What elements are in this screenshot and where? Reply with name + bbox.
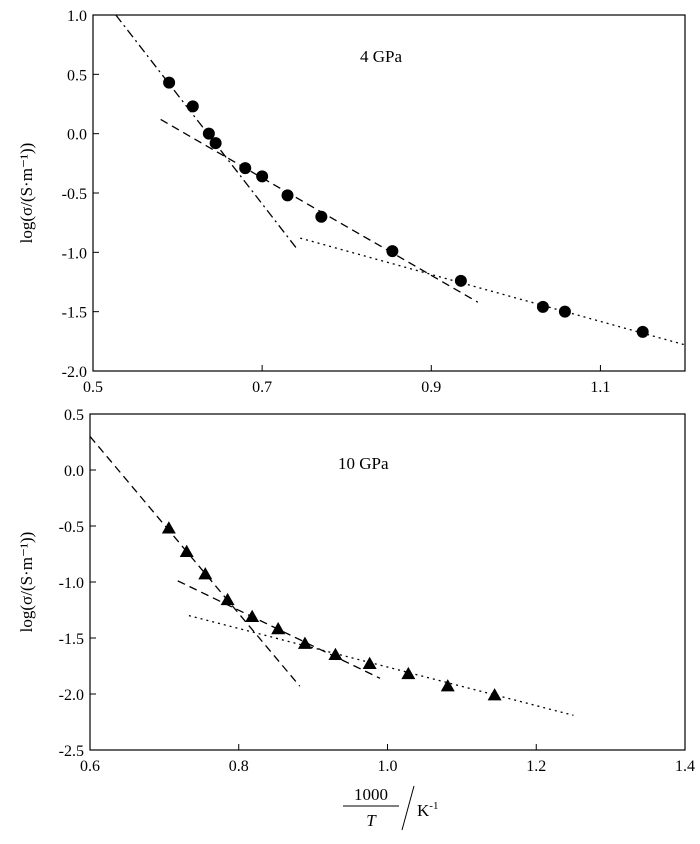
y-tick-label-4gpa: 1.0 [67,8,87,25]
x-tick-label-4gpa: 0.5 [83,379,103,396]
data-point-10gpa [297,636,312,649]
pressure-label-10gpa: 10 GPa [338,454,389,473]
data-point-4gpa [163,76,176,89]
x-label-numerator: 1000 [354,785,388,804]
data-point-10gpa [362,656,377,670]
y-axis-label-10gpa: log(σ/(S·m⁻¹)) [17,532,36,633]
y-tick-label-10gpa: -2.0 [59,687,84,704]
data-point-4gpa [315,210,328,223]
x-tick-label-4gpa: 0.9 [421,379,441,396]
data-point-4gpa [209,137,222,150]
y-tick-label-10gpa: -2.5 [59,743,84,760]
data-point-4gpa [202,127,215,140]
y-tick-label-4gpa: -1.5 [62,305,87,322]
y-tick-label-4gpa: 0.5 [67,67,87,84]
data-point-10gpa [487,688,502,701]
fit-line-dotted-10gpa [188,614,574,716]
panel-4gpa: 4 GPa log(σ/(S·m⁻¹)) 0.5 0.7 0.9 1.1 1.0 0.5 0… [17,8,686,396]
y-tick-label-10gpa: -1.5 [59,631,84,648]
pressure-label-4gpa: 4 GPa [360,47,402,66]
x-label-divider [401,785,415,831]
x-tick-label-10gpa: 1.4 [675,758,695,775]
y-tick-label-4gpa: -1.0 [62,245,87,262]
x-label-unit: K-1 [417,800,438,820]
data-point-4gpa [281,189,294,202]
y-tick-label-4gpa: -2.0 [62,364,87,381]
data-point-4gpa [239,162,252,175]
data-point-10gpa [271,622,286,635]
data-point-10gpa [401,666,416,680]
x-tick-label-4gpa: 0.7 [252,379,272,396]
data-point-4gpa [256,170,269,183]
panel-10gpa: 10 GPa log(σ/(S·m⁻¹)) 0.6 0.8 1.0 1.2 1.4 0.5… [17,407,695,775]
y-tick-label-4gpa: 0.0 [67,127,87,144]
y-tick-label-4gpa: -0.5 [62,186,87,203]
x-tick-label-10gpa: 1.0 [378,758,398,775]
x-label-denominator: T [366,811,377,830]
y-tick-label-10gpa: -1.0 [59,575,84,592]
x-tick-label-10gpa: 0.8 [229,758,249,775]
data-point-10gpa [198,567,213,580]
y-tick-label-10gpa: -0.5 [59,519,84,536]
data-point-4gpa [186,100,199,113]
data-point-10gpa [161,521,176,534]
x-axis-label: 1000 T K-1 [343,785,438,831]
y-axis-label-4gpa: log(σ/(S·m⁻¹)) [17,143,36,244]
y-tick-label-10gpa: 0.5 [64,407,84,424]
data-point-10gpa [220,592,235,606]
data-point-4gpa [536,300,549,313]
fit-line-dashed-10gpa [89,435,301,687]
data-point-10gpa [245,609,260,622]
y-tick-label-10gpa: 0.0 [64,463,84,480]
fit-line-dashed-4gpa [160,118,479,303]
x-tick-label-10gpa: 0.6 [80,758,100,775]
data-point-10gpa [328,647,343,661]
x-tick-label-4gpa: 1.1 [590,379,610,396]
data-point-10gpa [179,544,194,558]
plot-frame-4gpa [92,14,686,372]
fit-line-dotted-4gpa [300,237,686,346]
x-tick-label-10gpa: 1.2 [526,758,546,775]
data-point-4gpa [558,305,571,318]
data-point-4gpa [454,274,467,287]
fit-line-dashed-10gpa [177,580,381,679]
data-point-10gpa [440,679,455,692]
data-point-4gpa [386,245,399,258]
data-point-4gpa [636,325,649,338]
